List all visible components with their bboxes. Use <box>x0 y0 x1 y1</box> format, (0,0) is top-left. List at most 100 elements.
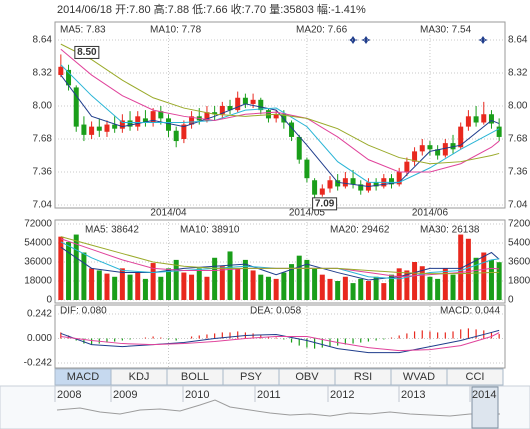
candle-body <box>358 184 364 191</box>
volume-bar <box>173 259 179 300</box>
candle-body <box>435 149 441 156</box>
y-tick-label-right: 72000 <box>508 219 530 230</box>
volume-bar <box>435 278 441 300</box>
y-tick-label: 0.000 <box>27 333 52 344</box>
candle-body <box>404 161 410 172</box>
volume-bar <box>212 257 218 300</box>
indicator-tab[interactable] <box>446 368 504 386</box>
volume-bar <box>450 274 456 300</box>
volume-bar <box>389 274 394 300</box>
candle-body <box>450 143 456 150</box>
legend-entry: MA10: 7.78 <box>150 25 202 36</box>
annotation-box <box>74 45 100 59</box>
candle-body <box>242 97 248 104</box>
candle-body <box>419 145 425 152</box>
y-tick-label: 54000 <box>24 238 52 249</box>
indicator-tab-label[interactable]: PSY <box>240 371 263 383</box>
candle-body <box>342 178 348 187</box>
candle-body <box>204 112 210 121</box>
volume-bar <box>158 276 164 300</box>
indicator-tab-label[interactable]: CCI <box>466 371 485 383</box>
ma-line <box>60 246 500 281</box>
candle-body <box>265 110 271 119</box>
legend-entry: MA30: 7.54 <box>420 25 472 36</box>
indicator-tab-label[interactable]: MACD <box>67 371 99 383</box>
volume-bar <box>189 274 195 300</box>
indicator-tab-label[interactable]: RSI <box>354 371 372 383</box>
volume-bar <box>250 270 256 300</box>
volume-bar <box>442 268 448 300</box>
candle-body <box>173 130 179 142</box>
candle-body <box>389 178 394 185</box>
volume-bar <box>365 281 371 300</box>
volume-bar <box>496 262 502 300</box>
volume-bar <box>66 241 72 300</box>
volume-bar <box>265 276 271 300</box>
volume-bar <box>81 252 87 300</box>
volume-bar <box>258 274 264 300</box>
event-marker <box>478 36 488 44</box>
candle-body <box>150 111 156 123</box>
candle-body <box>89 126 95 135</box>
candle-body <box>458 126 464 148</box>
volume-bar <box>119 268 125 300</box>
y-tick-label-right: 36000 <box>508 257 530 268</box>
candle-body <box>296 136 302 160</box>
y-tick-label-right: 0 <box>508 295 514 306</box>
candle-body <box>142 118 148 123</box>
year-label: 2009 <box>113 389 137 401</box>
legend-entry: DEA: 0.058 <box>250 306 302 317</box>
volume-bar <box>358 278 364 300</box>
y-tick-label-right: 8.32 <box>508 68 528 79</box>
candle-body <box>181 124 187 139</box>
candle-body <box>219 106 225 115</box>
volume-bar <box>242 259 248 300</box>
volume-bar <box>150 263 156 300</box>
legend-entry: MA10: 38910 <box>180 225 240 236</box>
legend-entry: MA20: 7.66 <box>296 25 348 36</box>
indicator-tab-label[interactable]: WVAD <box>403 371 435 383</box>
candle-body <box>212 112 218 115</box>
volume-bar <box>289 264 295 300</box>
indicator-tab-label[interactable]: OBV <box>295 371 319 383</box>
volume-bar <box>342 276 348 300</box>
candle-body <box>250 99 256 104</box>
volume-bar <box>227 251 233 300</box>
ma-line <box>60 74 500 187</box>
ma-line <box>60 332 500 352</box>
volume-bar <box>142 278 148 300</box>
candle-body <box>327 180 333 189</box>
timeline-window[interactable] <box>471 386 499 429</box>
indicator-tab-label[interactable]: KDJ <box>129 371 150 383</box>
candle-body <box>166 118 171 131</box>
candle-body <box>189 116 195 125</box>
price-panel <box>54 21 506 209</box>
year-label: 2014 <box>472 389 496 401</box>
volume-bar <box>273 278 279 300</box>
ma-line <box>60 329 500 354</box>
indicator-tab-label[interactable]: BOLL <box>181 371 209 383</box>
volume-bar <box>327 278 333 300</box>
legend-entry: MA5: 38642 <box>85 225 139 236</box>
volume-bar <box>112 276 118 300</box>
y-tick-label-right: 7.68 <box>508 134 528 145</box>
y-tick-label: 8.64 <box>33 35 53 46</box>
y-tick-label: 7.68 <box>33 134 53 145</box>
ma-line <box>60 236 500 275</box>
candle-body <box>488 114 494 124</box>
legend-entry: MA5: 7.83 <box>60 25 106 36</box>
event-marker <box>361 36 371 44</box>
y-tick-label: 0.242 <box>27 309 52 320</box>
header-quote: 2014/06/18 开:7.80 高:7.88 低:7.66 收:7.70 量… <box>57 2 366 16</box>
candle-body <box>396 172 402 185</box>
y-tick-label-right: 7.04 <box>508 200 528 211</box>
candle-body <box>473 116 479 123</box>
volume-bar <box>335 281 341 300</box>
volume-bar <box>481 252 487 300</box>
candle-body <box>289 122 295 137</box>
volume-bar <box>58 236 64 300</box>
volume-bar <box>373 276 379 300</box>
candle-body <box>373 182 379 187</box>
